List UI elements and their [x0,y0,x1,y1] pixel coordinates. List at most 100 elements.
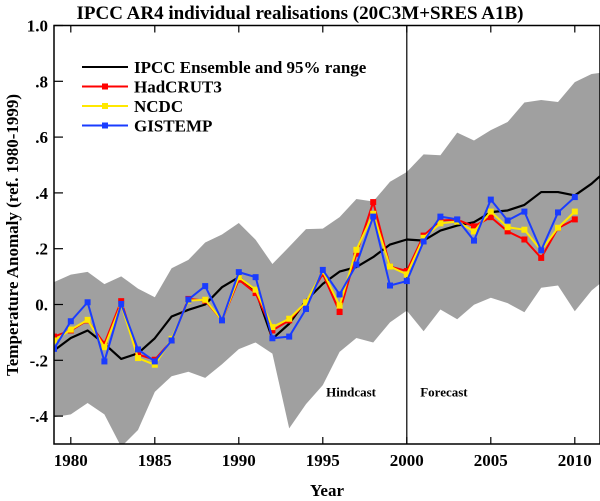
data-point [219,317,225,324]
data-point [504,217,511,224]
data-point [303,299,309,306]
data-point [135,346,141,353]
data-point [555,224,561,231]
data-point [504,224,511,231]
series-layer [54,175,600,368]
data-point [487,196,494,203]
data-point [202,283,209,290]
annotation-hindcast: Hindcast [326,385,377,400]
data-point [151,358,158,365]
legend-marker [102,122,108,129]
data-point [84,316,91,323]
legend-label: HadCRUT3 [134,78,222,97]
data-point [571,208,578,215]
data-point [370,199,377,206]
data-point [67,318,74,325]
data-point [286,315,293,322]
legend-item: IPCC Ensemble and 95% range [82,58,367,77]
data-point [403,268,410,275]
y-tick-label: -.4 [30,407,49,426]
y-tick-label: 0. [35,296,48,315]
y-tick-label: .6 [35,128,48,147]
x-tick-label: 1990 [222,451,256,470]
data-point [168,337,175,344]
series-ncdc [54,208,578,368]
data-point [571,194,578,201]
data-point [54,333,57,340]
data-point [471,237,477,244]
x-tick-label: 1995 [306,451,340,470]
data-point [471,223,477,230]
series-line [54,175,600,361]
chart-title: IPCC AR4 individual realisations (20C3M+… [76,3,523,24]
data-point [403,278,410,285]
legend-label: IPCC Ensemble and 95% range [134,58,367,77]
x-tick-label: 1985 [138,451,172,470]
data-point [252,274,259,281]
data-point [269,324,276,331]
series-ipcc-ensemble-and-95-range [54,175,600,361]
plot-frame [53,24,600,445]
data-point [269,335,276,342]
data-point [403,271,410,278]
data-point [437,220,444,227]
data-point [538,254,545,261]
data-point [286,333,293,340]
data-point [504,228,511,235]
data-point [319,266,326,273]
data-point [54,345,57,352]
data-point [235,274,242,281]
data-point [437,213,444,220]
annotation-layer: Hindcast Forecast [326,385,468,400]
confidence-band-layer [54,72,600,444]
data-point [135,355,141,362]
data-point [353,261,360,268]
legend: IPCC Ensemble and 95% rangeHadCRUT3NCDCG… [82,58,367,136]
data-point [151,361,158,368]
data-point [84,299,91,306]
data-point [487,208,494,215]
data-point [538,247,545,254]
x-tick-label: 2000 [390,451,424,470]
confidence-band-95 [54,72,600,444]
legend-item: NCDC [82,97,183,116]
data-point [487,214,494,221]
data-point [101,358,108,365]
y-tick-label: -.2 [30,351,48,370]
y-tick-label: .8 [35,72,48,91]
x-axis-label: Year [310,481,344,500]
data-point [303,305,309,312]
y-tick-label: 1.0 [27,17,48,36]
y-tick-label: .2 [35,240,48,259]
data-point [420,234,427,241]
legend-item: GISTEMP [82,117,212,136]
data-point [387,263,393,270]
data-point [370,213,377,220]
x-tick-labels: 1980 1985 1990 1995 2000 2005 2010 [54,451,592,470]
data-point [521,208,528,215]
x-tick-label: 2005 [474,451,508,470]
data-point [353,250,360,257]
x-tick-label: 2010 [558,451,592,470]
data-point [471,228,477,235]
series-gistemp [54,194,578,365]
data-point [101,344,108,351]
legend-item: HadCRUT3 [82,78,222,97]
legend-marker [102,103,108,109]
data-point [202,296,209,303]
data-point [521,226,528,233]
y-tick-label: .4 [35,184,48,203]
data-point [54,337,57,344]
data-point [336,302,343,309]
data-point [521,236,528,243]
y-axis-label: Temperature Anomaly (ref. 1980-1999) [3,94,22,376]
axes-layer [53,24,600,445]
data-point [336,309,343,316]
data-point [135,351,141,358]
data-point [336,291,343,298]
y-tick-labels: -.4 -.2 0. .2 .4 .6 .8 1.0 [27,17,49,427]
data-point [235,269,242,276]
data-point [185,296,192,303]
data-point [555,209,561,216]
